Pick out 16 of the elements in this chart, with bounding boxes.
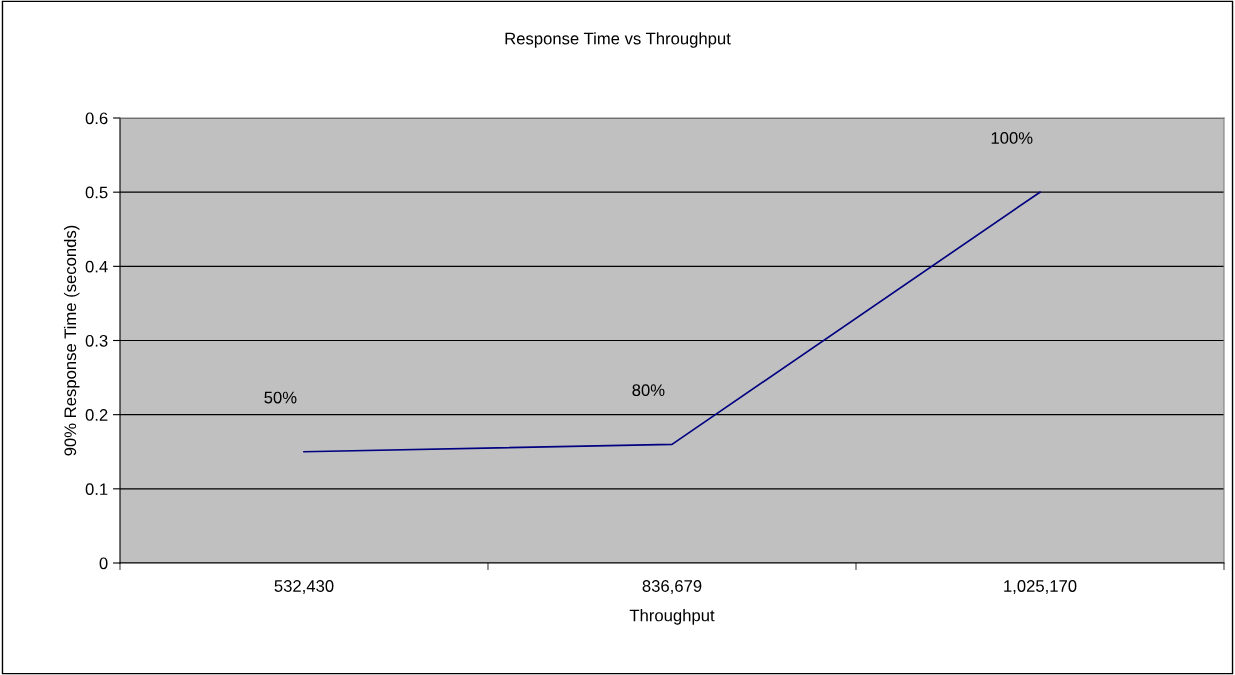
y-axis-title: 90% Response Time (seconds): [63, 225, 80, 456]
y-tick-label: 0: [99, 557, 108, 570]
annotation: 100%: [991, 132, 1033, 144]
x-tick-label: 836,679: [642, 580, 702, 594]
x-axis-title: Throughput: [629, 609, 715, 625]
chart-title: Response Time vs Throughput: [505, 32, 731, 48]
y-tick-label: 0.1: [85, 483, 108, 496]
x-tick-label: 532,430: [274, 580, 334, 594]
x-tick-label: 1,025,170: [1004, 580, 1077, 594]
y-tick-label: 0.6: [85, 112, 108, 125]
y-tick-label: 0.3: [85, 334, 108, 347]
y-tick-label: 0.4: [85, 260, 108, 273]
y-tick-label: 0.5: [85, 186, 108, 199]
annotation: 50%: [264, 391, 297, 404]
y-tick-label: 0.2: [85, 409, 108, 421]
annotation: 80%: [632, 384, 665, 397]
